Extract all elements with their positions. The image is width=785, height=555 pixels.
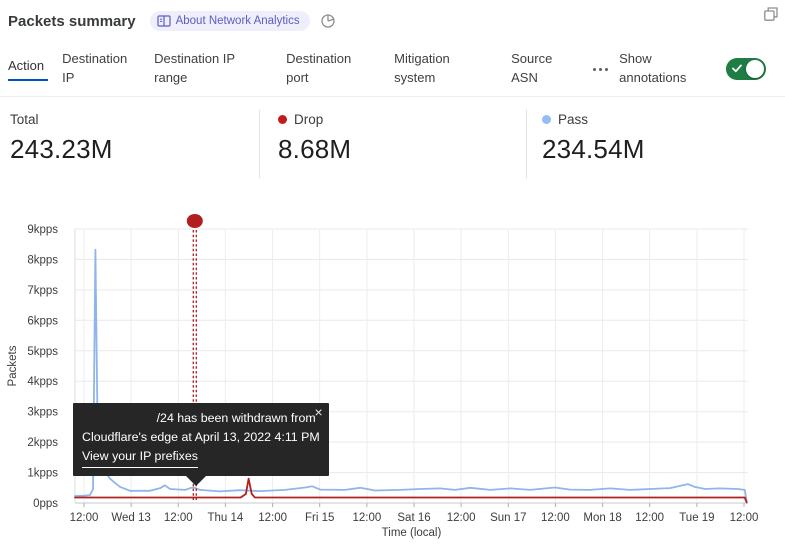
- stat-pass: Pass 234.54M: [526, 98, 785, 182]
- x-tick-label: Tue 19: [679, 512, 714, 524]
- tab-destination-ip[interactable]: Destination IP: [62, 51, 128, 85]
- x-tick-label: 12:00: [353, 512, 382, 524]
- x-tick-label: 12:00: [635, 512, 664, 524]
- stats-row: Total 243.23M Drop 8.68M Pass 234.54M: [0, 98, 785, 182]
- pie-chart-icon[interactable]: [320, 13, 336, 29]
- pass-legend-dot: [542, 115, 551, 124]
- stat-pass-value: 234.54M: [542, 134, 645, 164]
- show-annotations-toggle[interactable]: [726, 58, 766, 80]
- annotation-tooltip: × /24 has been withdrawn from Cloudflare…: [73, 403, 329, 486]
- about-badge-label: About Network Analytics: [175, 15, 300, 27]
- pop-out-icon[interactable]: [763, 6, 779, 27]
- x-tick-label: Sun 17: [490, 512, 526, 524]
- x-tick-label: Wed 13: [111, 512, 150, 524]
- y-tick-label: 8kpps: [27, 254, 58, 266]
- view-ip-prefixes-link[interactable]: View your IP prefixes: [82, 447, 198, 468]
- y-tick-label: 5kpps: [27, 346, 58, 358]
- stat-total-label: Total: [10, 112, 39, 127]
- about-network-analytics-badge[interactable]: About Network Analytics: [149, 11, 310, 31]
- stat-divider: [526, 110, 527, 178]
- x-tick-label: 12:00: [164, 512, 193, 524]
- stat-drop: Drop 8.68M: [259, 98, 526, 182]
- stat-total: Total 243.23M: [0, 98, 259, 182]
- tab-action[interactable]: Action: [8, 57, 49, 81]
- x-tick-label: 12:00: [730, 512, 759, 524]
- tab-source-asn[interactable]: Source ASN: [511, 51, 553, 85]
- x-axis-title: Time (local): [382, 527, 442, 539]
- stat-total-value: 243.23M: [10, 134, 113, 164]
- stat-divider: [259, 110, 260, 178]
- header-row: Packets summary About Network Analytics: [8, 8, 777, 34]
- x-tick-label: Thu 14: [207, 512, 243, 524]
- y-tick-label: 3kpps: [27, 407, 58, 419]
- tab-mitigation-system[interactable]: Mitigation system: [394, 51, 450, 85]
- drop-legend-dot: [278, 115, 287, 124]
- close-icon[interactable]: ×: [314, 404, 323, 420]
- y-tick-label: 6kpps: [27, 315, 58, 327]
- book-icon: [156, 15, 171, 27]
- stat-drop-label: Drop: [294, 112, 324, 127]
- x-tick-label: 12:00: [541, 512, 570, 524]
- y-tick-label: 4kpps: [27, 376, 58, 388]
- y-tick-label: 7kpps: [27, 285, 58, 297]
- toggle-knob: [746, 60, 764, 78]
- x-tick-label: Sat 16: [397, 512, 430, 524]
- x-tick-label: Fri 15: [305, 512, 334, 524]
- stat-drop-value: 8.68M: [278, 134, 352, 164]
- series-line-drop: [74, 477, 748, 504]
- show-annotations-label: Show annotations: [619, 51, 687, 85]
- tooltip-line1: /24 has been withdrawn from: [156, 411, 316, 425]
- x-tick-label: 12:00: [258, 512, 287, 524]
- x-tick-label: 12:00: [70, 512, 99, 524]
- tooltip-line2: Cloudflare's edge at April 13, 2022 4:11…: [82, 430, 320, 444]
- y-tick-label: 1kpps: [27, 468, 58, 480]
- x-tick-label: Mon 18: [583, 512, 621, 524]
- page-title: Packets summary: [8, 12, 136, 30]
- annotation-dot[interactable]: [186, 214, 203, 228]
- tab-destination-ip-range[interactable]: Destination IP range: [154, 51, 235, 85]
- check-icon: [732, 64, 742, 73]
- tab-destination-port[interactable]: Destination port: [286, 51, 352, 85]
- y-tick-label: 0pps: [33, 498, 58, 510]
- stat-pass-label: Pass: [558, 112, 589, 127]
- tooltip-arrow: [186, 476, 206, 486]
- y-tick-label: 9kpps: [27, 224, 58, 236]
- dimension-tabs: Action Destination IP Destination IP ran…: [0, 42, 785, 97]
- y-tick-label: 2kpps: [27, 437, 58, 449]
- y-axis-title: Packets: [7, 345, 19, 386]
- x-tick-label: 12:00: [447, 512, 476, 524]
- more-options-icon[interactable]: [591, 62, 610, 77]
